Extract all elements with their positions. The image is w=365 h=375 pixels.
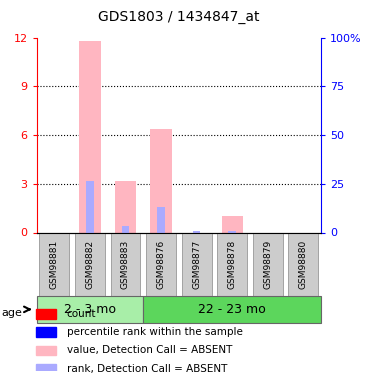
- FancyBboxPatch shape: [36, 296, 143, 322]
- FancyBboxPatch shape: [288, 232, 318, 296]
- Text: GDS1803 / 1434847_at: GDS1803 / 1434847_at: [98, 10, 260, 24]
- FancyBboxPatch shape: [39, 232, 69, 296]
- Text: percentile rank within the sample: percentile rank within the sample: [67, 327, 243, 337]
- Text: GSM98883: GSM98883: [121, 240, 130, 289]
- Bar: [150, 129, 172, 232]
- Bar: [86, 180, 93, 232]
- Text: rank, Detection Call = ABSENT: rank, Detection Call = ABSENT: [67, 363, 227, 374]
- FancyBboxPatch shape: [75, 232, 105, 296]
- Bar: [157, 207, 165, 232]
- Text: GSM98877: GSM98877: [192, 240, 201, 289]
- Bar: [122, 226, 129, 232]
- Bar: [36, 346, 57, 355]
- Text: GSM98879: GSM98879: [263, 240, 272, 289]
- Bar: [79, 41, 101, 232]
- FancyBboxPatch shape: [253, 232, 283, 296]
- FancyBboxPatch shape: [217, 232, 247, 296]
- Text: count: count: [67, 309, 96, 319]
- Bar: [228, 231, 236, 232]
- Text: age: age: [2, 308, 23, 318]
- Bar: [193, 231, 200, 232]
- Bar: [36, 309, 57, 319]
- Bar: [222, 216, 243, 232]
- FancyBboxPatch shape: [182, 232, 212, 296]
- Text: GSM98881: GSM98881: [50, 240, 59, 289]
- Bar: [115, 180, 136, 232]
- Text: GSM98876: GSM98876: [157, 240, 166, 289]
- FancyBboxPatch shape: [146, 232, 176, 296]
- Text: 2 - 3 mo: 2 - 3 mo: [64, 303, 116, 316]
- Bar: [36, 327, 57, 337]
- Text: 22 - 23 mo: 22 - 23 mo: [198, 303, 266, 316]
- Text: GSM98880: GSM98880: [299, 240, 308, 289]
- Bar: [36, 364, 57, 373]
- Text: GSM98882: GSM98882: [85, 240, 95, 289]
- FancyBboxPatch shape: [143, 296, 321, 322]
- FancyBboxPatch shape: [111, 232, 141, 296]
- Text: value, Detection Call = ABSENT: value, Detection Call = ABSENT: [67, 345, 232, 355]
- Text: GSM98878: GSM98878: [228, 240, 237, 289]
